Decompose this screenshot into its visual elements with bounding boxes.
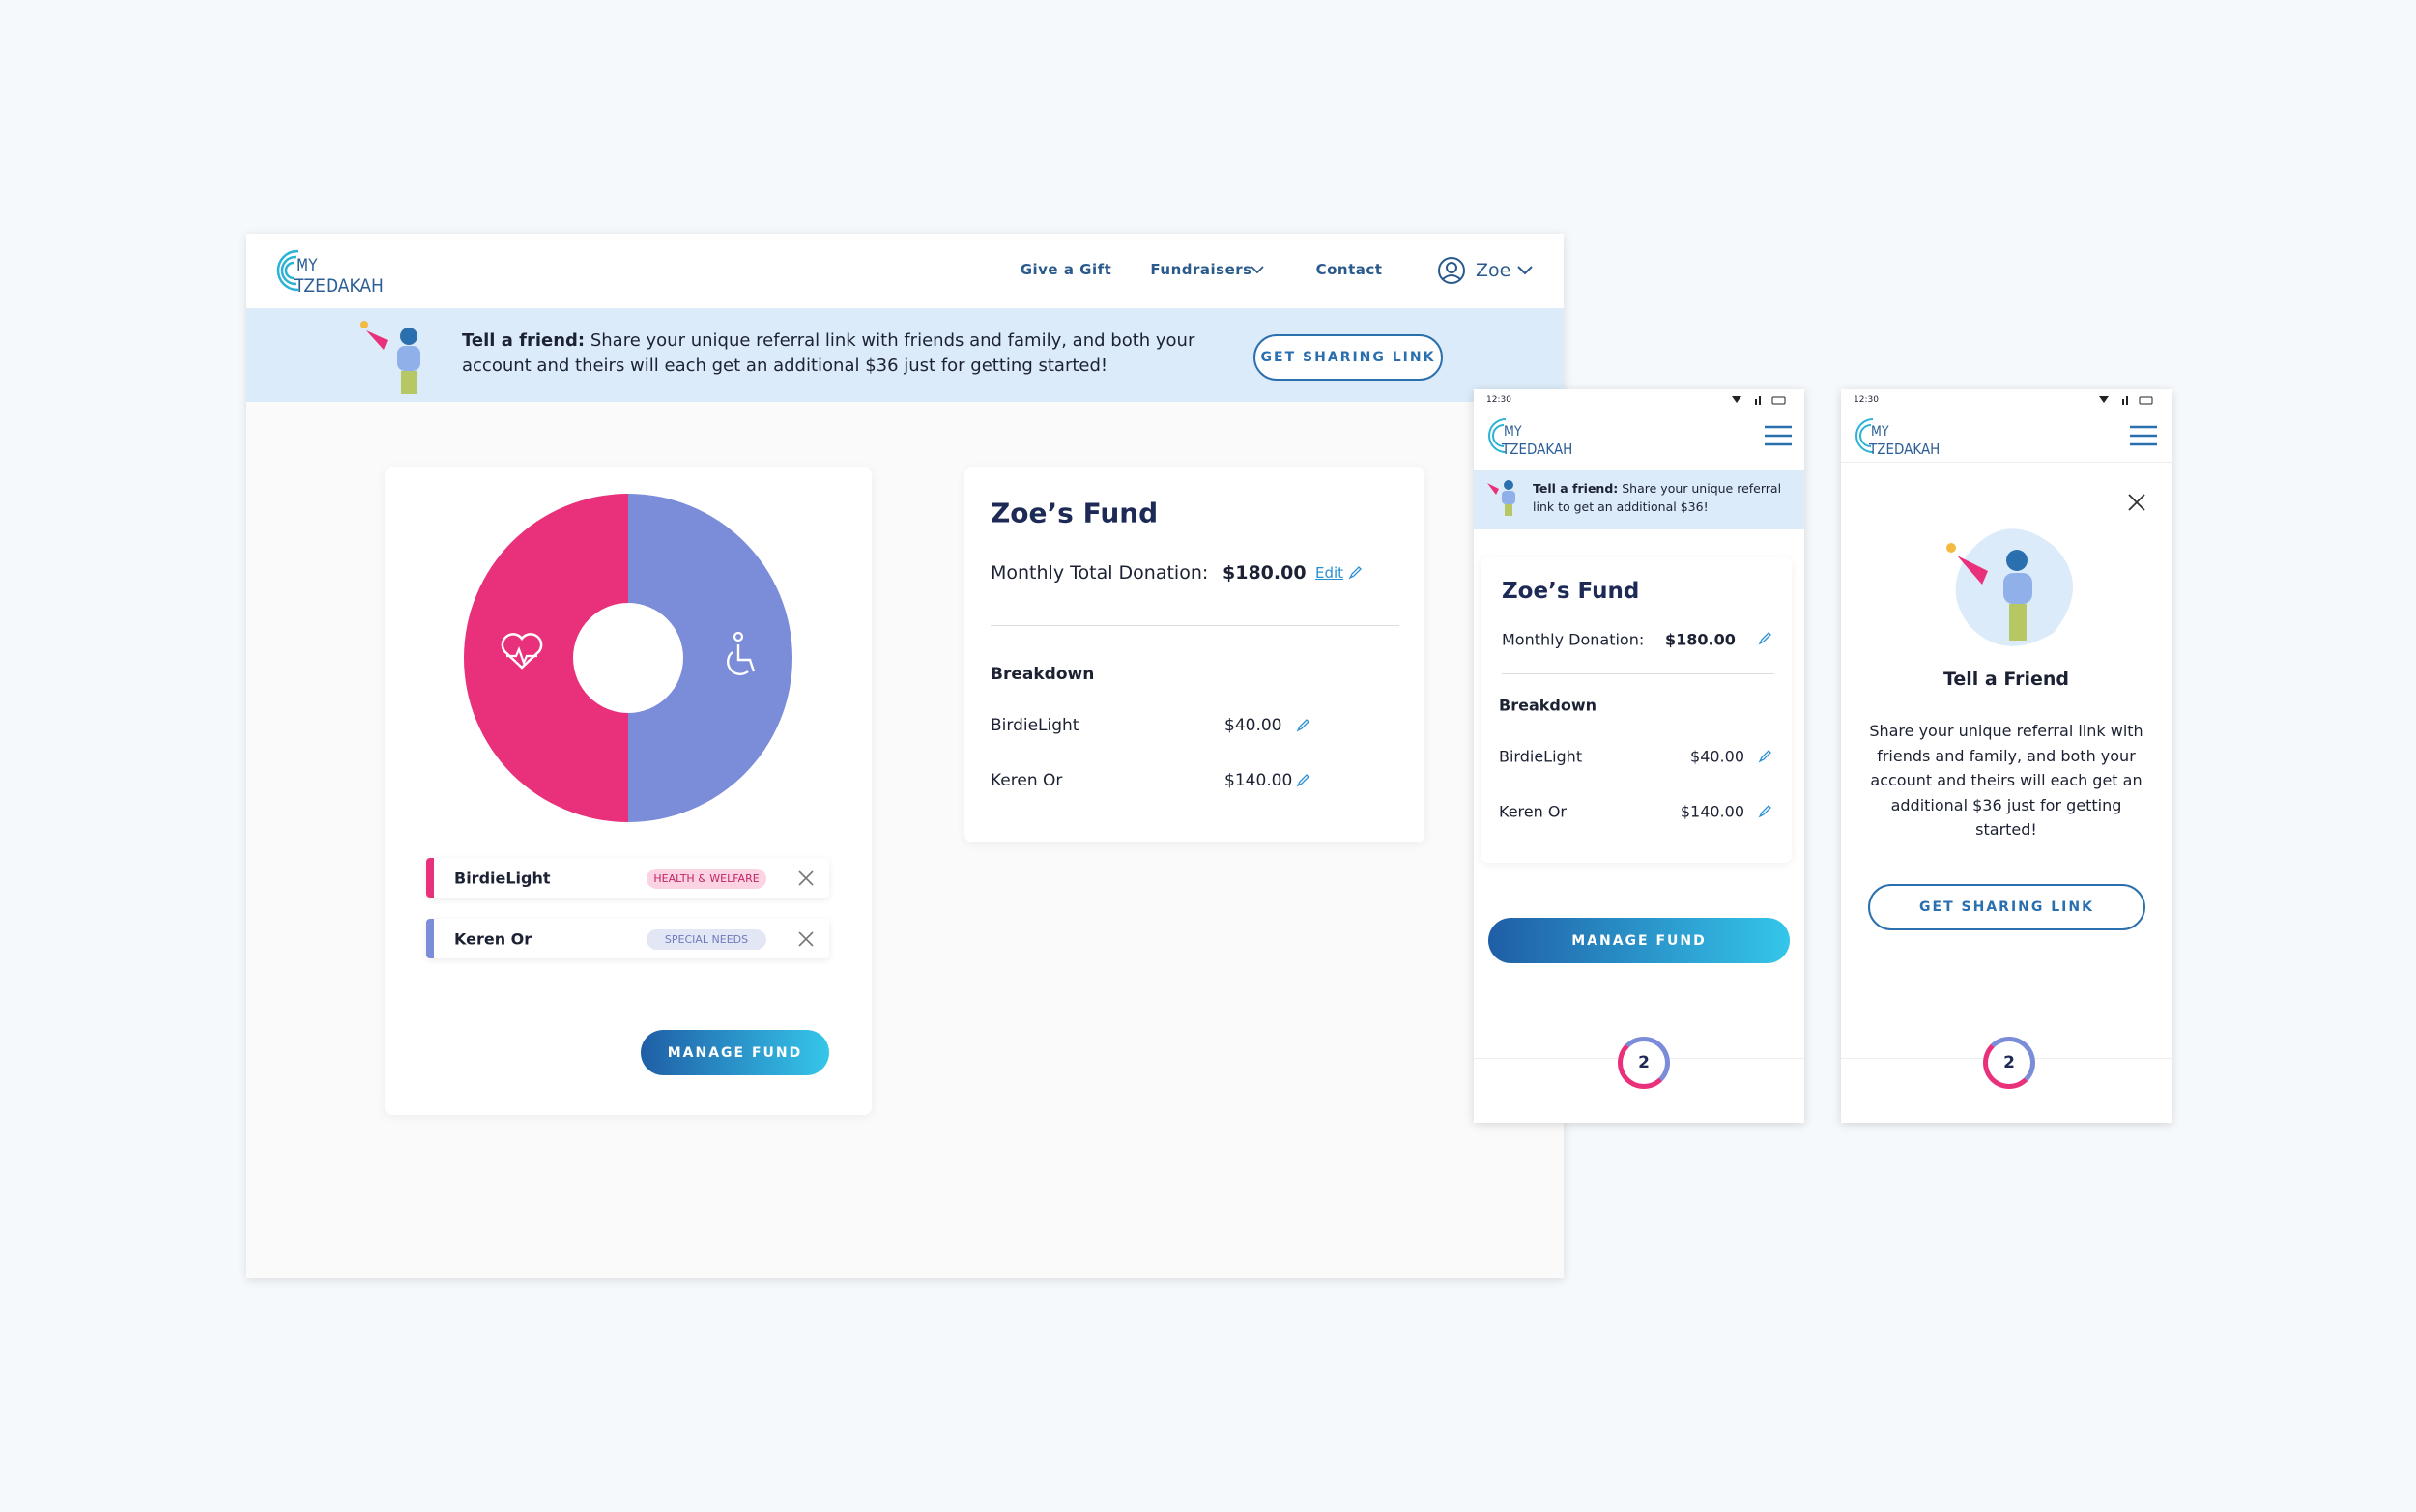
banner-text: Tell a friend: Share your unique referra… xyxy=(462,328,1225,379)
charity-tag: SPECIAL NEEDS xyxy=(647,929,766,950)
item-name: Keren Or xyxy=(1499,802,1568,821)
banner-lead: Tell a friend: xyxy=(462,330,586,351)
remove-icon[interactable] xyxy=(798,931,814,947)
item-name: BirdieLight xyxy=(991,716,1079,735)
divider xyxy=(991,625,1399,626)
share-text: Share your unique referral link with fri… xyxy=(1869,722,2143,839)
mobile-frame xyxy=(1841,389,2172,1123)
banner-body: Share your unique referral link with fri… xyxy=(462,330,1195,376)
user-icon[interactable] xyxy=(1437,256,1466,285)
charity-tag: HEALTH & WELFARE xyxy=(647,869,766,889)
status-icons xyxy=(2099,396,2153,405)
charity-color xyxy=(426,919,434,958)
logo-line2: TZEDAKAH xyxy=(1501,441,1572,458)
menu-icon[interactable] xyxy=(1764,425,1793,446)
nav-link[interactable]: Fundraisers xyxy=(1150,261,1252,278)
charity-name: BirdieLight xyxy=(454,869,551,888)
status-time: 12:30 xyxy=(1486,395,1511,405)
menu-icon[interactable] xyxy=(2129,425,2158,446)
logo-line2: TZEDAKAH xyxy=(293,275,384,297)
logo-line1: MY xyxy=(1871,424,1889,440)
item-name: Keren Or xyxy=(991,771,1063,790)
nav-link[interactable]: Give a Gift xyxy=(1020,261,1112,278)
sharing-button[interactable]: GET SHARING LINK xyxy=(1253,334,1443,381)
illustration xyxy=(1946,528,2073,646)
item-amount: $140.00 xyxy=(1224,771,1293,790)
logo-line1: MY xyxy=(296,256,318,275)
sharing-button[interactable]: GET SHARING LINK xyxy=(1868,884,2145,930)
chevron xyxy=(1251,266,1264,274)
divider xyxy=(1841,462,2172,463)
banner-body: Share your unique referral link to get a… xyxy=(1533,481,1782,514)
fund-title: Zoe’s Fund xyxy=(1502,579,1640,604)
logo[interactable]: MY TZEDAKAH xyxy=(271,243,387,301)
nav-bar xyxy=(246,234,1564,308)
nav-link[interactable]: Contact xyxy=(1315,261,1383,278)
pencil-icon[interactable] xyxy=(1758,632,1771,645)
user-name[interactable]: Zoe xyxy=(1476,260,1511,281)
manage-fund-button[interactable]: MANAGE FUND xyxy=(641,1030,829,1075)
pencil-icon[interactable] xyxy=(1296,774,1309,787)
total-amount: $180.00 xyxy=(1665,630,1736,649)
share-title: Tell a Friend xyxy=(1942,669,2070,690)
total-amount: $180.00 xyxy=(1222,562,1307,584)
fund-card xyxy=(1481,557,1792,863)
divider xyxy=(1502,673,1774,674)
banner-lead: Tell a friend: xyxy=(1533,481,1619,496)
breakdown-label: Breakdown xyxy=(1499,696,1596,715)
remove-icon[interactable] xyxy=(798,870,814,886)
charity-name: Keren Or xyxy=(454,929,532,949)
status-icons xyxy=(1732,396,1786,405)
banner-text: Tell a friend: Share your unique referra… xyxy=(1533,479,1789,516)
item-amount: $140.00 xyxy=(1680,802,1744,821)
item-amount: $40.00 xyxy=(1690,747,1744,766)
logo[interactable]: MY TZEDAKAH xyxy=(1484,415,1591,464)
logo-line1: MY xyxy=(1504,424,1522,440)
logo-line2: TZEDAKAH xyxy=(1868,441,1940,458)
item-name: BirdieLight xyxy=(1499,747,1583,766)
item-amount: $40.00 xyxy=(1224,716,1282,735)
fund-card xyxy=(964,467,1424,842)
referral-banner xyxy=(1474,470,1804,529)
illustration xyxy=(360,321,420,394)
pencil-icon xyxy=(1348,566,1362,580)
chevron xyxy=(1517,266,1533,275)
charity-color xyxy=(426,858,434,898)
status-time: 12:30 xyxy=(1854,395,1879,405)
pencil-icon[interactable] xyxy=(1758,805,1771,818)
close-icon[interactable] xyxy=(2128,494,2145,511)
pencil-icon[interactable] xyxy=(1758,750,1771,763)
logo[interactable]: MY TZEDAKAH xyxy=(1852,415,1958,464)
pencil-icon[interactable] xyxy=(1296,719,1309,732)
fund-badge[interactable]: 2 xyxy=(1983,1037,2035,1089)
fund-badge[interactable]: 2 xyxy=(1618,1037,1670,1089)
manage-fund-button[interactable]: MANAGE FUND xyxy=(1488,918,1790,963)
fund-title: Zoe’s Fund xyxy=(991,497,1159,529)
edit-link[interactable]: Edit xyxy=(1315,564,1344,582)
breakdown-label: Breakdown xyxy=(991,665,1095,684)
illustration xyxy=(1487,480,1515,516)
donation-label: Monthly Donation: xyxy=(1502,630,1645,649)
allocation-donut xyxy=(464,494,792,822)
total-label: Monthly Total Donation: xyxy=(991,562,1209,584)
